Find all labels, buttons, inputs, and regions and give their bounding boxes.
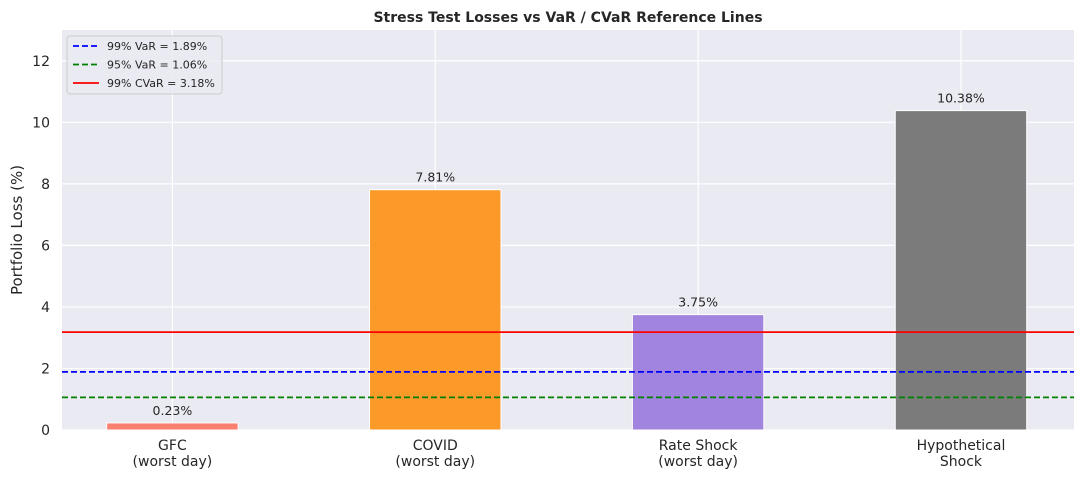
y-tick-label: 10 [32, 115, 50, 131]
bar [894, 110, 1028, 431]
legend-entry: 95% VaR = 1.06% [107, 59, 207, 72]
y-tick-label: 0 [41, 423, 50, 439]
x-tick-label: Hypothetical Shock [917, 438, 1006, 470]
y-tick-label: 12 [32, 54, 50, 70]
y-tick-label: 4 [41, 300, 50, 316]
y-tick-label: 6 [41, 238, 50, 254]
y-axis-label: Portfolio Loss (%) [8, 165, 26, 295]
bar-data-label: 10.38% [937, 91, 985, 106]
bar-data-label: 3.75% [678, 295, 718, 310]
legend [66, 35, 223, 95]
bar [369, 189, 502, 431]
legend-entry: 99% CVaR = 3.18% [107, 77, 215, 90]
x-tick-label: Rate Shock (worst day) [658, 438, 738, 470]
chart-title: Stress Test Losses vs VaR / CVaR Referen… [373, 10, 762, 26]
bar-data-label: 7.81% [415, 170, 455, 185]
x-tick-label: GFC (worst day) [133, 438, 213, 470]
y-tick-label: 8 [41, 177, 50, 193]
legend-entry: 99% VaR = 1.89% [107, 40, 207, 53]
bar [106, 422, 239, 431]
x-tick-label: COVID (worst day) [395, 438, 475, 470]
bar-data-label: 0.23% [153, 403, 193, 418]
y-tick-label: 2 [41, 361, 50, 377]
